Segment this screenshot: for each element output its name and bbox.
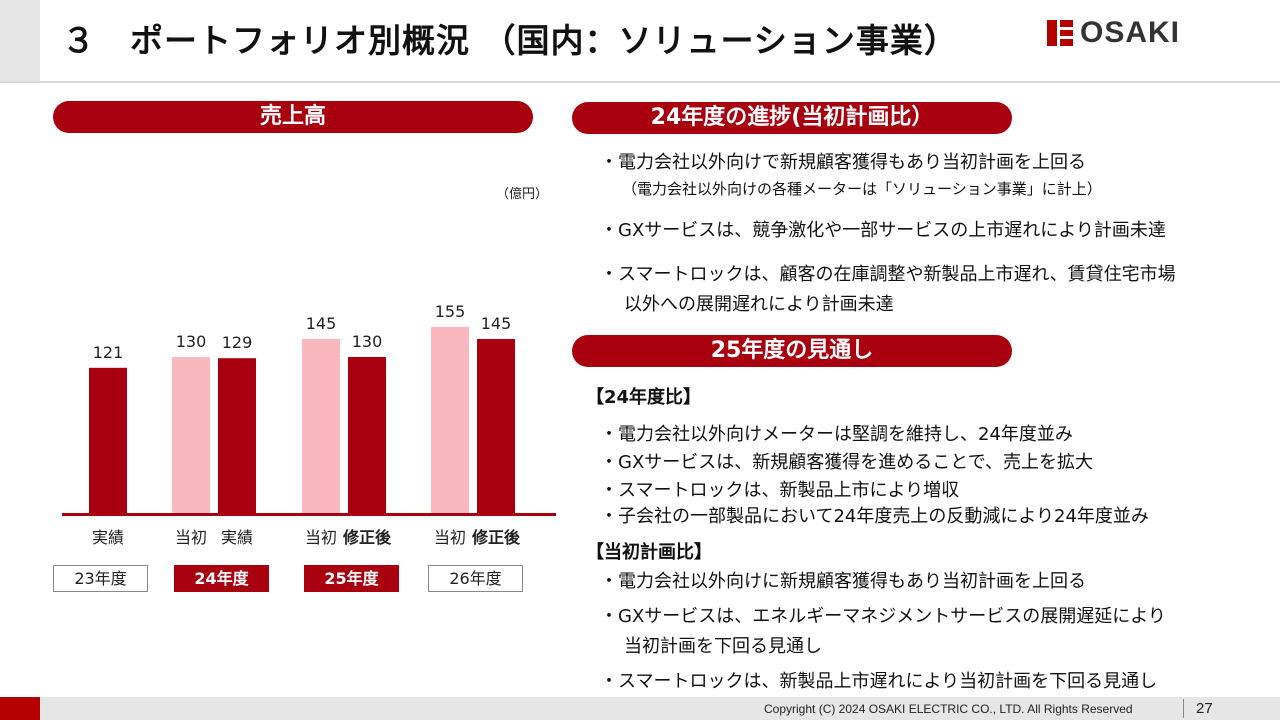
- bar-category-label: 実績: [221, 528, 253, 547]
- bar-value-label: 121: [93, 343, 124, 362]
- bar-category-label: 実績: [92, 528, 124, 547]
- osaki-logo-icon: [1047, 20, 1073, 46]
- outlook-heading-vs-24: 【24年度比】: [586, 387, 702, 408]
- bar-category-label: 修正後: [471, 528, 521, 547]
- outlook-bullet: ・GXサービスは、エネルギーマネジメントサービスの展開遅延により: [600, 606, 1166, 627]
- bar-3: [302, 339, 340, 513]
- outlook-bullet: ・子会社の一部製品において24年度売上の反動減により24年度並み: [600, 506, 1149, 527]
- bar-1: [172, 357, 210, 513]
- outlook-bullet: ・GXサービスは、新規顧客獲得を進めることで、売上を拡大: [600, 452, 1094, 473]
- bar-0: [89, 367, 127, 513]
- progress-bullet: ・電力会社以外向けで新規顧客獲得もあり当初計画を上回る: [600, 152, 1086, 173]
- progress-bullet: ・スマートロックは、顧客の在庫調整や新製品上市遅れ、賃貸住宅市場: [600, 264, 1176, 285]
- bar-4: [348, 357, 386, 513]
- bar-category-label: 当初: [305, 528, 337, 547]
- progress-bullet: ・GXサービスは、競争激化や一部サービスの上市遅れにより計画未達: [600, 220, 1166, 241]
- bar-5: [431, 327, 469, 513]
- progress-section-pill: 24年度の進捗(当初計画比）: [572, 102, 1012, 134]
- bar-2: [218, 358, 256, 513]
- copyright-text: Copyright (C) 2024 OSAKI ELECTRIC CO., L…: [764, 702, 1133, 716]
- footer-accent: [0, 697, 40, 720]
- bar-value-label: 155: [435, 302, 466, 321]
- outlook-bullet: ・電力会社以外向けに新規顧客獲得もあり当初計画を上回る: [600, 571, 1086, 592]
- header-divider: [0, 81, 1280, 83]
- sales-section-pill: 売上高: [53, 101, 533, 133]
- outlook-heading-vs-plan: 【当初計画比】: [586, 542, 712, 563]
- bar-6: [477, 339, 515, 513]
- year-box-25: 25年度: [304, 565, 399, 592]
- bar-value-label: 130: [352, 332, 383, 351]
- outlook-bullet: ・電力会社以外向けメーターは堅調を維持し、24年度並み: [600, 424, 1073, 445]
- header-accent-band: [0, 0, 40, 82]
- page-number: 27: [1196, 700, 1213, 717]
- bar-value-label: 129: [222, 333, 253, 352]
- bar-category-label: 当初: [434, 528, 466, 547]
- company-logo: OSAKI: [1047, 16, 1197, 49]
- page-title: ３ ポートフォリオ別概況 （国内：ソリューション事業）: [62, 21, 958, 60]
- progress-bullet-note: （電力会社以外向けの各種メーターは「ソリューション事業」に計上）: [622, 180, 1102, 198]
- year-box-24: 24年度: [174, 565, 269, 592]
- bar-value-label: 145: [481, 314, 512, 333]
- page-number-divider: [1183, 699, 1184, 718]
- year-box-26: 26年度: [428, 565, 523, 592]
- year-box-23: 23年度: [53, 565, 148, 592]
- outlook-section-pill: 25年度の見通し: [572, 335, 1012, 367]
- logo-text: OSAKI: [1080, 16, 1181, 49]
- bar-category-label: 修正後: [342, 528, 392, 547]
- outlook-bullet: ・スマートロックは、新製品上市により増収: [600, 480, 960, 501]
- footer-band: [0, 697, 1280, 720]
- bar-category-label: 当初: [175, 528, 207, 547]
- sales-bar-chart: 121 実績 130 当初 129 実績 145 当初 130 修正後 155 当初 145 修正後: [62, 302, 556, 547]
- bar-value-label: 145: [306, 314, 337, 333]
- x-axis-line: [62, 513, 556, 516]
- progress-bullet-cont: 以外への展開遅れにより計画未達: [624, 294, 894, 315]
- chart-unit-label: （億円）: [496, 187, 549, 202]
- bar-value-label: 130: [176, 332, 207, 351]
- outlook-bullet: ・スマートロックは、新製品上市遅れにより当初計画を下回る見通し: [600, 671, 1158, 692]
- outlook-bullet-cont: 当初計画を下回る見通し: [624, 636, 822, 657]
